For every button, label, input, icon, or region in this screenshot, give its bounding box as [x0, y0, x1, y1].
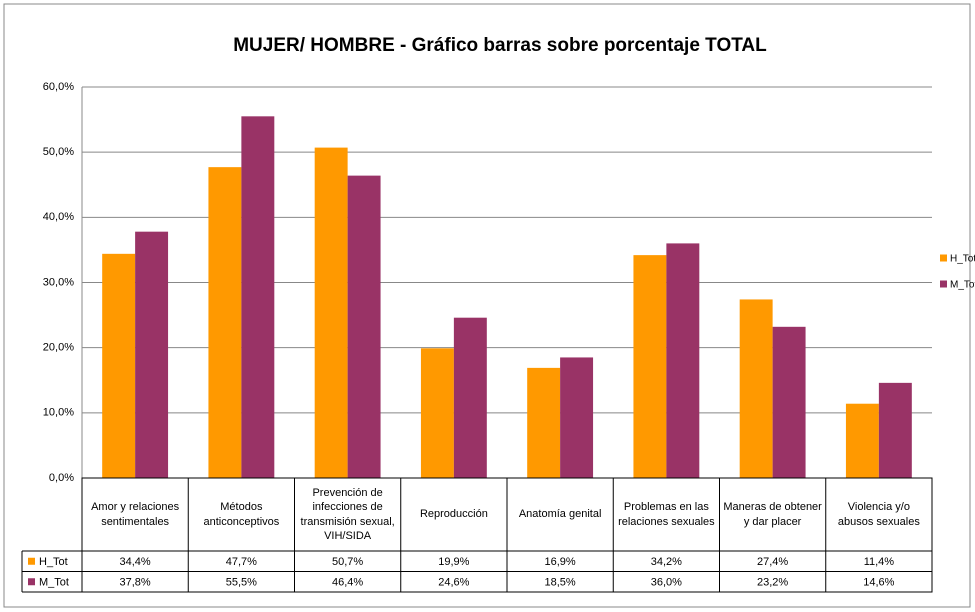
value-label: 24,6%	[438, 577, 469, 589]
value-label: 34,4%	[120, 556, 151, 568]
value-label: 27,4%	[757, 556, 788, 568]
category-cell: Métodos anticonceptivos	[203, 501, 280, 528]
bar	[208, 167, 242, 478]
y-tick-label: 20,0%	[43, 342, 74, 354]
value-label: 36,0%	[651, 577, 682, 589]
legend-label: H_Tot	[950, 254, 975, 265]
x-tick-label: Problemas en las relaciones sexuales	[618, 501, 715, 528]
table-legend-label: H_Tot	[39, 556, 68, 568]
bar	[135, 231, 169, 478]
x-tick-label: Reproducción	[419, 508, 488, 521]
bar	[314, 147, 348, 479]
bar	[453, 317, 487, 478]
value-label: 16,9%	[545, 556, 576, 568]
bar	[527, 367, 561, 478]
y-tick-label: 50,0%	[43, 146, 74, 158]
y-tick-label: 60,0%	[43, 81, 74, 93]
y-tick-label: 30,0%	[43, 276, 74, 288]
legend-key	[940, 254, 947, 262]
x-tick-label: Violencia y/o abusos sexuales	[837, 501, 920, 528]
bar	[878, 382, 912, 478]
y-tick-label: 40,0%	[43, 211, 74, 223]
category-cell: Prevención de infecciones de transmisión…	[300, 486, 395, 542]
chart-title: MUJER/ HOMBRE - Gráfico barras sobre por…	[233, 35, 767, 56]
value-label: 23,2%	[757, 577, 788, 589]
value-label: 14,6%	[863, 577, 894, 589]
category-cell: Violencia y/o abusos sexuales	[837, 501, 920, 528]
category-cell: Maneras de obtener y dar placer	[723, 501, 822, 528]
legend-label: M_Tot	[950, 280, 975, 291]
value-label: 47,7%	[226, 556, 257, 568]
value-label: 37,8%	[120, 577, 151, 589]
value-label: 46,4%	[332, 577, 363, 589]
bar	[420, 348, 454, 478]
value-label: 11,4%	[864, 556, 895, 568]
value-label: 34,2%	[651, 556, 682, 568]
category-cell: Reproducción	[419, 508, 488, 521]
value-label: 50,7%	[332, 556, 363, 568]
x-tick-label: Prevención de infecciones de transmisión…	[300, 486, 395, 542]
bar	[739, 299, 773, 478]
bar	[633, 255, 667, 478]
category-cell: Amor y relaciones sentimentales	[91, 501, 180, 528]
category-cell: Problemas en las relaciones sexuales	[618, 501, 715, 528]
bar	[102, 253, 136, 478]
y-tick-label: 10,0%	[43, 407, 74, 419]
x-tick-label: Maneras de obtener y dar placer	[723, 501, 822, 528]
bar	[666, 243, 700, 478]
y-tick-label: 0,0%	[49, 472, 74, 484]
category-cell: Anatomía genital	[518, 508, 602, 521]
bar	[845, 403, 879, 478]
value-label: 19,9%	[438, 556, 469, 568]
table-legend-label: M_Tot	[39, 577, 69, 589]
x-tick-label: Amor y relaciones sentimentales	[91, 501, 180, 528]
table-legend-key	[28, 557, 35, 565]
bar	[560, 357, 594, 478]
x-tick-label: Anatomía genital	[518, 508, 602, 521]
value-label: 18,5%	[545, 577, 576, 589]
table-legend-key	[28, 578, 35, 586]
x-tick-label: Métodos anticonceptivos	[203, 501, 280, 528]
bar	[241, 116, 275, 478]
value-label: 55,5%	[226, 577, 257, 589]
legend-key	[940, 280, 947, 288]
bar	[347, 175, 381, 479]
bar	[772, 326, 806, 478]
